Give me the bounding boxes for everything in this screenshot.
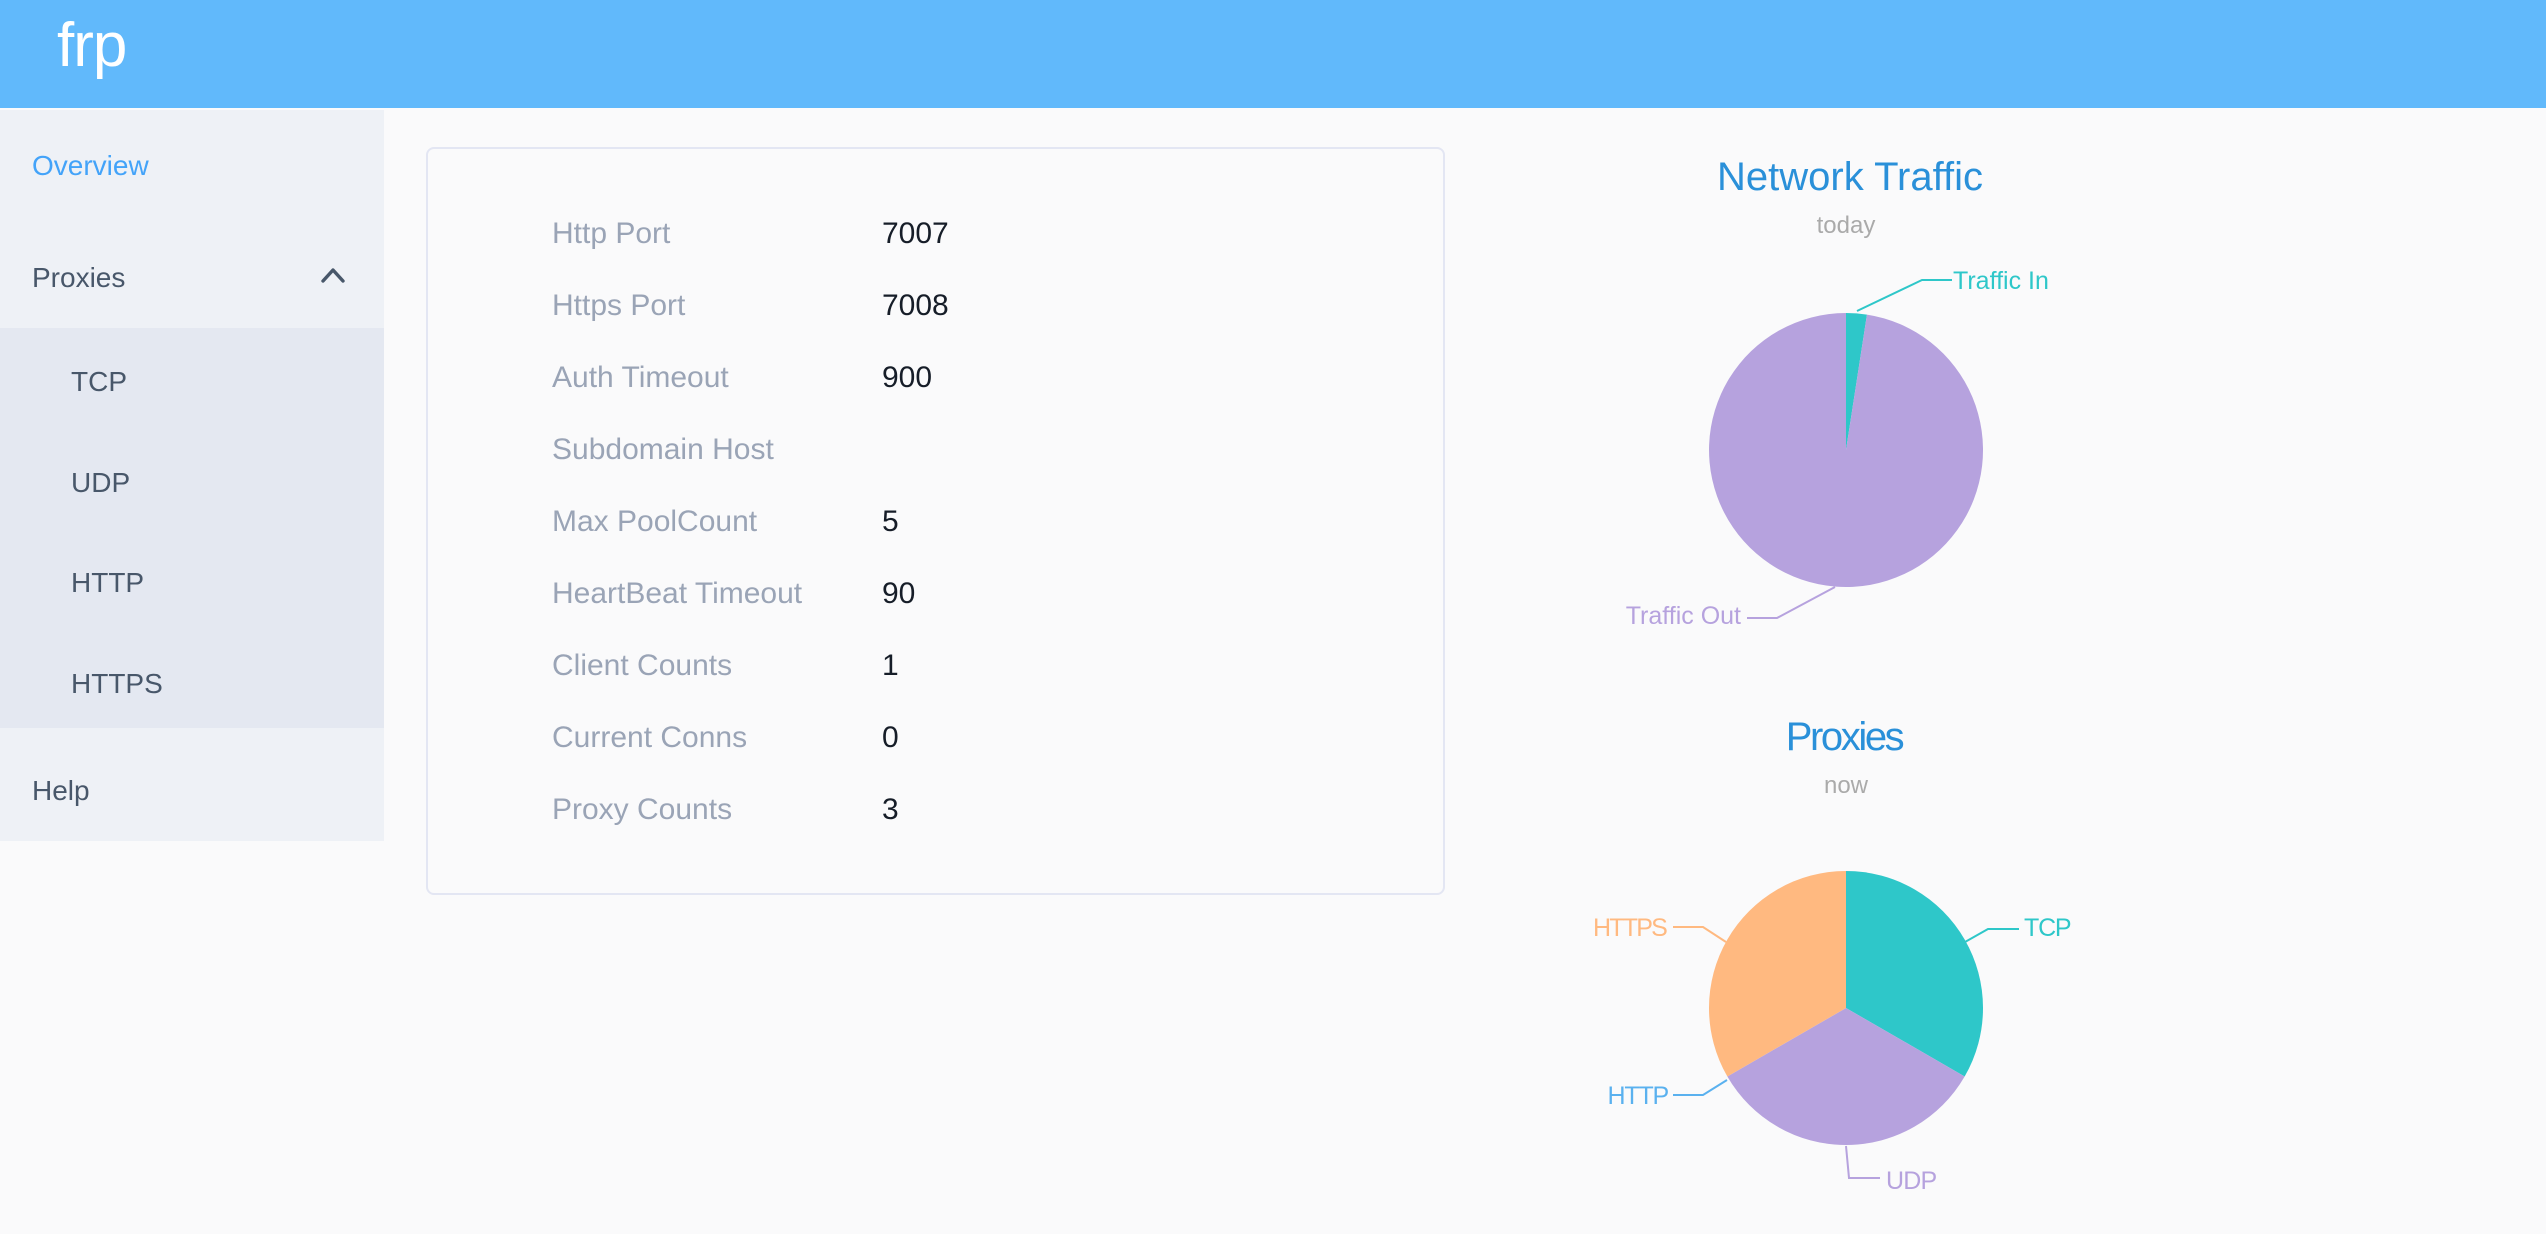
svg-text:Proxies: Proxies <box>1786 715 1904 759</box>
svg-text:today: today <box>1817 212 1876 239</box>
svg-text:UDP: UDP <box>1886 1167 1937 1195</box>
svg-text:Traffic Out: Traffic Out <box>1626 602 1741 630</box>
svg-text:Network Traffic: Network Traffic <box>1717 155 1983 199</box>
svg-text:HTTP: HTTP <box>1608 1082 1669 1110</box>
svg-text:now: now <box>1824 772 1869 799</box>
svg-text:TCP: TCP <box>2024 914 2071 942</box>
svg-text:Traffic In: Traffic In <box>1953 267 2049 295</box>
svg-text:HTTPS: HTTPS <box>1593 914 1667 942</box>
